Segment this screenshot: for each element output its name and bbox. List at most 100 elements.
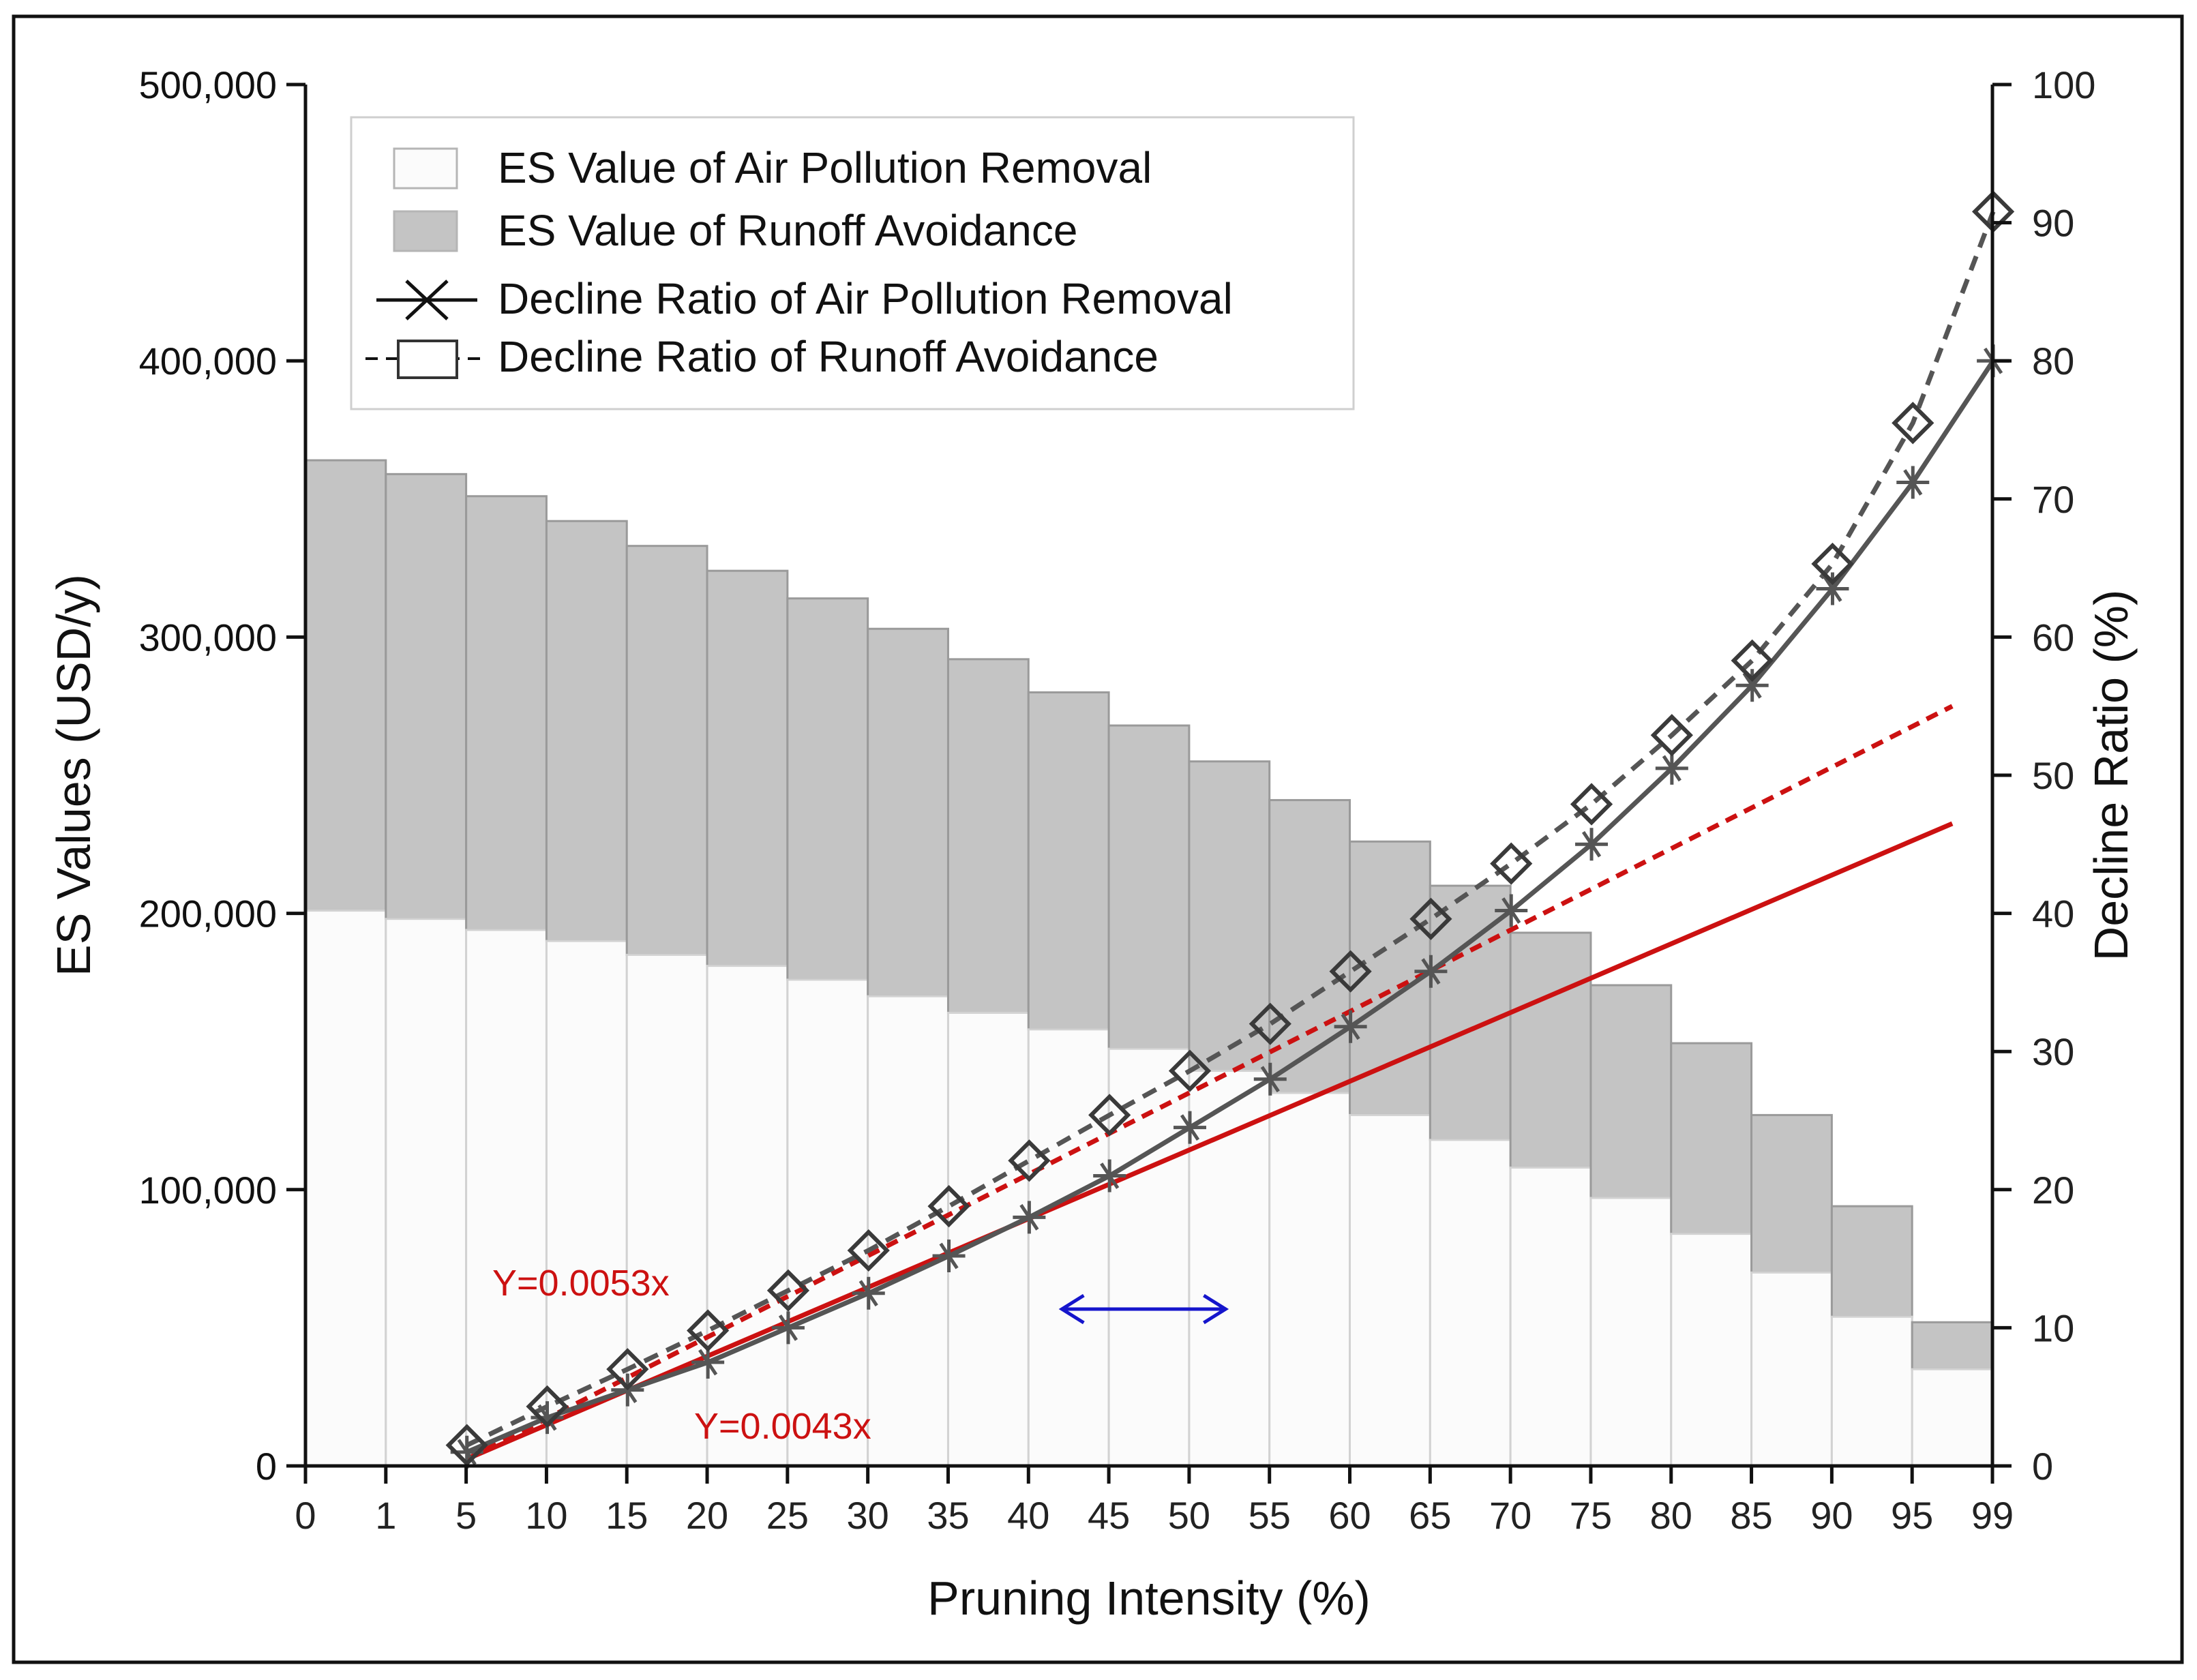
air-decline-line (466, 359, 1996, 1454)
x-tick-label: 80 (1650, 1494, 1692, 1537)
labels-layer: Pruning Intensity (%) ES Values (USD/y) De… (47, 574, 2138, 1625)
runoff-bar (1107, 724, 1191, 1050)
runoff-decline-point (1249, 1002, 1291, 1045)
right-tick-label: 100 (2032, 63, 2095, 106)
runoff-decline-point (1088, 1094, 1131, 1137)
air-decline-point (1414, 955, 1448, 988)
runoff-decline-point (1008, 1139, 1051, 1182)
x-tick-label: 60 (1328, 1494, 1371, 1537)
air-decline-point (1655, 751, 1688, 785)
right-tick-label: 90 (2032, 202, 2074, 245)
air-bar (1509, 1166, 1592, 1467)
legend-entry-label: Decline Ratio of Runoff Avoidance (498, 332, 1159, 381)
x-tick-label: 30 (847, 1494, 889, 1537)
runoff-bar (385, 472, 468, 920)
air-decline-point (1816, 572, 1849, 605)
annotation-arrow-left-head (1058, 1293, 1085, 1325)
runoff-bar (545, 520, 628, 942)
x-tick-label: 10 (525, 1494, 567, 1537)
air-bar (1349, 1113, 1431, 1467)
runoff-bar (867, 627, 949, 997)
runoff-decline-point (1892, 402, 1934, 445)
legend-entry-label: ES Value of Runoff Avoidance (498, 206, 1077, 255)
runoff-decline-point (1490, 842, 1533, 885)
runoff-bar (1027, 691, 1110, 1031)
air-decline-point (1013, 1201, 1046, 1234)
runoff-decline-point (1570, 783, 1613, 826)
air-bar (1027, 1028, 1110, 1467)
runoff-decline-point (1971, 190, 2015, 233)
runoff-bar (465, 495, 548, 931)
runoff-bar (1268, 798, 1351, 1094)
air-bar (867, 995, 949, 1467)
air-bar (465, 929, 548, 1467)
runoff-bar (706, 569, 789, 967)
air-bar (1429, 1139, 1512, 1467)
air-decline-point (1093, 1159, 1126, 1192)
air-bar (304, 910, 387, 1467)
axes-layer: 0100,000200,000300,000400,000500,0000102… (139, 63, 2096, 1537)
runoff-bar (1830, 1205, 1913, 1318)
legend-marker-runoff (397, 340, 458, 379)
trend-layer: Y=0.0053x Y=0.0043x (466, 704, 1954, 1462)
runoff-bar (1750, 1113, 1833, 1274)
air-bar (385, 918, 468, 1467)
runoff-decline-point (1168, 1049, 1212, 1092)
right-tick-label: 80 (2032, 340, 2074, 382)
x-tick-label: 85 (1730, 1494, 1772, 1537)
left-tick-label: 300,000 (139, 616, 277, 659)
right-axis-title: Decline Ratio (%) (2084, 590, 2138, 961)
x-tick-label: 35 (927, 1494, 969, 1537)
right-tick-label: 40 (2032, 892, 2074, 935)
x-tick-label: 50 (1168, 1494, 1210, 1537)
air-decline-point (852, 1276, 885, 1310)
x-tick-label: 55 (1249, 1494, 1291, 1537)
right-tick-label: 30 (2032, 1030, 2074, 1073)
x-tick-label: 15 (606, 1494, 648, 1537)
legend-swatch-air (393, 147, 458, 190)
x-tick-label: 95 (1891, 1494, 1933, 1537)
runoff-bar (304, 459, 387, 912)
x-tick-label: 45 (1088, 1494, 1130, 1537)
x-axis-title: Pruning Intensity (%) (927, 1572, 1371, 1625)
air-decline-point (1896, 466, 1930, 499)
right-tick-label: 70 (2032, 478, 2074, 521)
air-decline-point (1174, 1111, 1206, 1144)
x-tick-label: 1 (375, 1494, 396, 1537)
x-tick-label: 0 (295, 1494, 316, 1537)
x-tick-label: 65 (1409, 1494, 1451, 1537)
solid-trend-line (466, 821, 1954, 1462)
runoff-decline-point (927, 1184, 970, 1228)
air-decline-point (932, 1240, 966, 1273)
air-decline-point (1495, 894, 1528, 927)
x-tick-label: 25 (766, 1494, 809, 1537)
runoff-decline-point (847, 1229, 890, 1272)
air-decline-point (1735, 669, 1769, 702)
left-tick-label: 400,000 (139, 340, 277, 382)
left-tick-label: 200,000 (139, 892, 277, 935)
runoff-bar (1188, 760, 1271, 1072)
x-tick-label: 70 (1489, 1494, 1531, 1537)
x-tick-label: 75 (1570, 1494, 1612, 1537)
right-tick-label: 60 (2032, 616, 2074, 659)
x-tick-label: 90 (1810, 1494, 1853, 1537)
legend-entry-label: ES Value of Air Pollution Removal (498, 143, 1152, 192)
right-tick-label: 50 (2032, 754, 2074, 797)
runoff-bar (1911, 1321, 1994, 1370)
air-bar (1670, 1233, 1753, 1467)
left-axis-title: ES Values (USD/y) (47, 574, 100, 976)
runoff-bar (1509, 931, 1592, 1169)
x-tick-label: 99 (1971, 1494, 2014, 1537)
runoff-decline-point (1731, 639, 1774, 682)
air-bar (1188, 1070, 1271, 1467)
legend-marker-air (405, 280, 449, 320)
runoff-decline-point (1409, 897, 1452, 940)
air-decline-point (771, 1311, 805, 1345)
runoff-decline-point (1811, 542, 1854, 586)
air-bar (1268, 1092, 1351, 1467)
runoff-decline-point (1329, 950, 1372, 993)
air-bar (1830, 1315, 1913, 1467)
series-layer (445, 190, 2015, 1469)
